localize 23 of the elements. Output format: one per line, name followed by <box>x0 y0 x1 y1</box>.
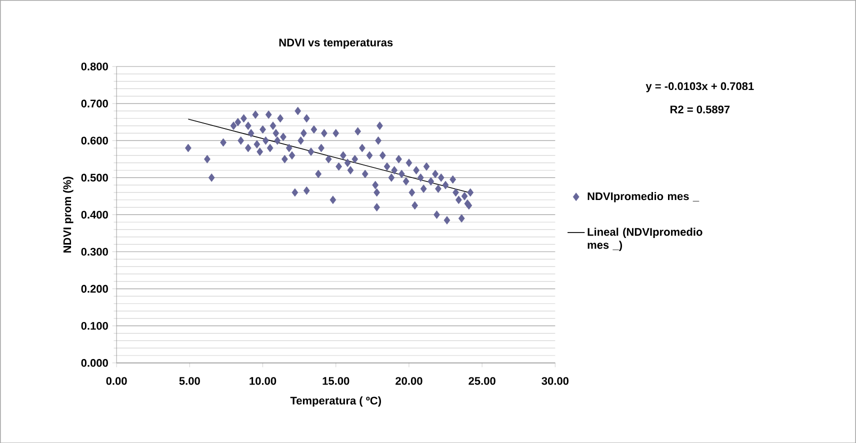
text: R2 = 0.5897 <box>670 105 730 114</box>
y-tick-label: 0.100 <box>81 322 108 330</box>
chart-title: NDVI vs temperaturas <box>279 38 393 48</box>
x-tick-label: 15.00 <box>322 376 350 385</box>
x-axis-title: Temperatura ( ºC) <box>290 396 381 406</box>
y-tick-label: 0.400 <box>81 210 108 218</box>
legend-label: Lineal (NDVIpromedio mes _) <box>588 228 702 251</box>
y-tick-label: 0.000 <box>81 358 108 367</box>
x-tick-label: 0.00 <box>106 376 127 385</box>
y-tick-label: 0.500 <box>81 174 108 182</box>
y-tick-label: 0.800 <box>81 62 108 70</box>
y-tick-label: 0.300 <box>81 248 108 256</box>
text: y = -0.0103x + 0.7081 <box>646 82 754 92</box>
y-tick-label: 0.200 <box>81 284 108 293</box>
legend-label: NDVIpromedio mes _ <box>588 192 700 202</box>
y-tick-label: 0.700 <box>81 99 108 108</box>
y-axis-title: NDVI prom (%) <box>63 176 74 252</box>
x-tick-label: 25.00 <box>468 376 496 385</box>
x-tick-label: 20.00 <box>396 376 422 385</box>
x-tick-label: 30.00 <box>542 376 569 385</box>
x-tick-label: 10.00 <box>250 376 276 385</box>
y-tick-label: 0.600 <box>81 136 108 144</box>
x-tick-label: 5.00 <box>179 376 200 385</box>
